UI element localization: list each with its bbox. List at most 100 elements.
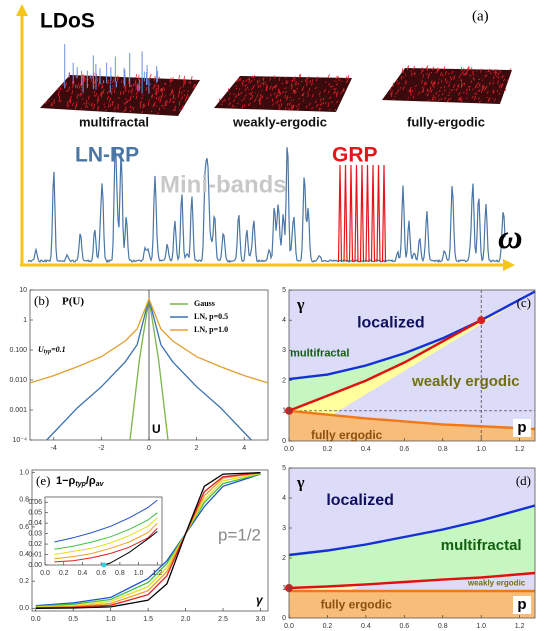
x-tick-label: 0.4 [78, 570, 88, 577]
x-tick-label: 0.2 [323, 446, 333, 453]
surface-texture [248, 82, 249, 83]
surface-texture [482, 79, 483, 80]
x-tick-label: -2 [98, 445, 104, 452]
legend-label: Gauss [194, 299, 215, 308]
surface-texture [449, 82, 450, 83]
x-tick-label: 0.2 [323, 623, 333, 630]
surface-texture [163, 105, 164, 107]
surface-texture [473, 77, 474, 79]
inset-marker [101, 563, 106, 568]
region-label: multifractal [441, 537, 522, 554]
annotation: Mini-bands [160, 171, 287, 198]
surface-texture [342, 81, 343, 82]
y-tick-label: 5 [282, 465, 286, 472]
x-label: U [152, 422, 161, 436]
y-tick-label: 0.02 [28, 541, 42, 548]
surface-texture [296, 88, 297, 89]
x-tick-label: 0.4 [361, 446, 371, 453]
y-tick-label: 2 [282, 555, 286, 562]
annotation-part: =0.1 [51, 345, 66, 354]
surface-texture [293, 99, 294, 100]
x-tick-label: 0.6 [399, 446, 409, 453]
y-tick-label: 1 [282, 585, 286, 592]
x-tick-label: 1.0 [106, 616, 116, 623]
y-tick-label: 3 [282, 525, 286, 532]
y-tick-label: 0 [282, 438, 286, 445]
x-label: ω [498, 219, 523, 256]
surface-texture [272, 99, 273, 100]
y-tick-label: 0.05 [28, 510, 42, 517]
surface-texture [188, 82, 190, 83]
surface-texture [132, 88, 133, 94]
surface-label: weakly-ergodic [232, 114, 327, 129]
panel-label: (a) [472, 8, 489, 24]
y-tick-label: 2 [282, 377, 286, 384]
surface-texture [421, 72, 422, 74]
y-label: LDoS [40, 10, 95, 33]
x-tick-label: 0.6 [96, 570, 106, 577]
y-tick-label: 1.0 [19, 470, 29, 477]
surface-texture [159, 86, 160, 87]
y-tick-label: 4 [282, 317, 286, 324]
region-label: localized [357, 314, 425, 331]
surface-texture [490, 71, 491, 73]
surface-texture [184, 81, 185, 86]
x-label: p [517, 419, 526, 436]
x-tick-label: 1.0 [476, 446, 486, 453]
surface-texture [444, 86, 445, 88]
x-tick-label: 0.0 [284, 446, 294, 453]
x-tick-label: 2.0 [181, 616, 191, 623]
x-tick-label: 1.2 [515, 446, 525, 453]
y-label: γ [296, 475, 305, 492]
y-tick-label: 1 [282, 408, 286, 415]
surface-texture [161, 88, 162, 91]
panel-label: (e) [36, 473, 50, 488]
y-tick-label: 0 [282, 615, 286, 622]
annotation-part: typ [44, 349, 51, 355]
surface-texture [302, 94, 303, 96]
surface-texture [482, 87, 483, 88]
surface-texture [133, 107, 134, 110]
surface-texture [476, 70, 477, 71]
surface-texture [337, 94, 338, 97]
region-label: multifractal [290, 347, 349, 359]
x-tick-label: 2 [195, 445, 199, 452]
surface-texture [123, 93, 124, 94]
y-label: γ [296, 297, 305, 314]
surface-texture [331, 102, 333, 103]
y-tick-label: 0.03 [28, 530, 42, 537]
y-tick-label: 0.2 [19, 578, 29, 585]
surface-texture [427, 73, 428, 75]
title-part: av [96, 481, 105, 488]
surface-texture [454, 89, 455, 90]
x-tick-label: 0 [147, 445, 151, 452]
annotation: GRP [332, 144, 378, 167]
surface-texture [124, 112, 125, 113]
y-tick-label: 0.01 [28, 551, 42, 558]
annotation: LN-RP [75, 144, 139, 167]
surface-texture [409, 89, 410, 91]
surface-texture [448, 74, 450, 75]
y-tick-label: 0.0 [19, 605, 29, 612]
surface-texture [228, 88, 229, 91]
x-tick-label: 0.0 [40, 570, 50, 577]
x-tick-label: 1.0 [134, 570, 144, 577]
surface-texture [108, 80, 109, 84]
panel-label: (d) [516, 473, 531, 488]
x-tick-label: 4 [242, 445, 246, 452]
x-tick-label: 0.6 [399, 623, 409, 630]
x-tick-label: 1.5 [143, 616, 153, 623]
surface-texture [435, 73, 436, 74]
x-tick-label: 2.5 [218, 616, 228, 623]
x-tick-label: 0.8 [438, 623, 448, 630]
y-tick-label: 3 [282, 347, 286, 354]
region-label: fully ergodic [321, 598, 393, 612]
panel-label: (c) [517, 295, 531, 310]
x-tick-label: 0.2 [59, 570, 69, 577]
surface-texture [125, 99, 126, 100]
title-part: 1−ρ [56, 475, 76, 487]
y-tick-label: 10⁻⁴ [13, 437, 28, 444]
x-tick-label: 0.5 [68, 616, 78, 623]
y-tick-label: 0.06 [28, 499, 42, 506]
x-tick-label: 0.4 [361, 623, 371, 630]
